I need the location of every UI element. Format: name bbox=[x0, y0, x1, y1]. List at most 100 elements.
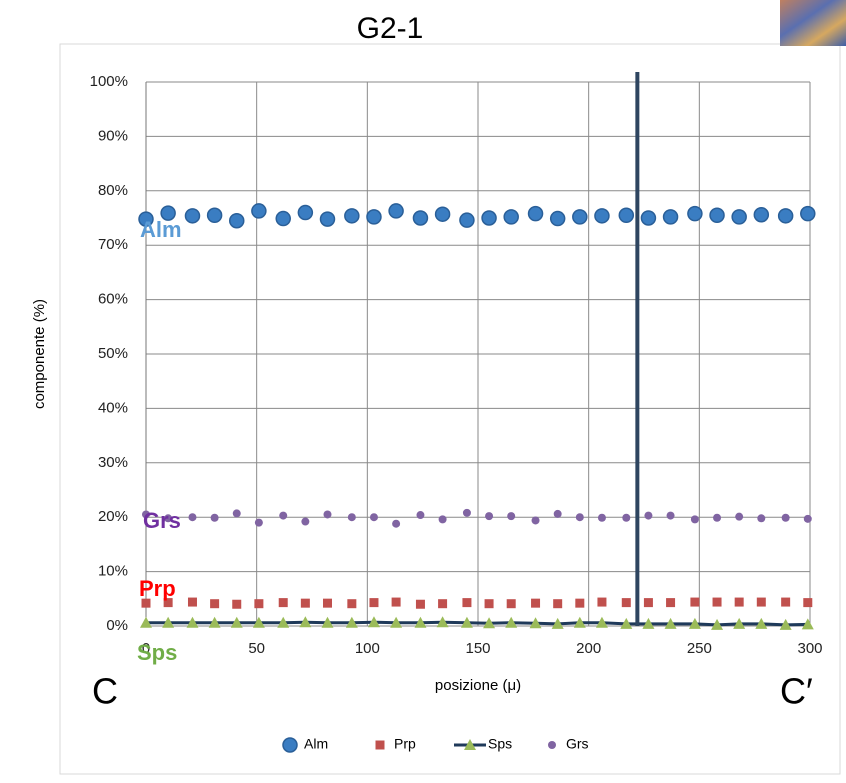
data-point bbox=[185, 209, 199, 223]
data-point bbox=[641, 211, 655, 225]
data-point bbox=[531, 599, 540, 608]
data-point bbox=[735, 598, 744, 607]
data-point bbox=[230, 214, 244, 228]
y-tick-label: 20% bbox=[98, 508, 128, 525]
data-point bbox=[529, 207, 543, 221]
data-point bbox=[347, 599, 356, 608]
data-point bbox=[575, 599, 584, 608]
data-point bbox=[804, 515, 812, 523]
plot bbox=[139, 204, 815, 630]
data-point bbox=[254, 599, 263, 608]
data-point bbox=[301, 518, 309, 526]
data-point bbox=[482, 211, 496, 225]
legend-marker bbox=[283, 738, 297, 752]
data-point bbox=[551, 212, 565, 226]
y-tick-label: 40% bbox=[98, 399, 128, 416]
data-point bbox=[208, 208, 222, 222]
data-point bbox=[532, 516, 540, 524]
y-tick-label: 0% bbox=[106, 617, 128, 634]
y-axis-label: componente (%) bbox=[31, 299, 48, 409]
x-tick-label: 250 bbox=[687, 640, 712, 657]
data-point bbox=[462, 598, 471, 607]
data-point bbox=[255, 519, 263, 527]
data-point bbox=[732, 210, 746, 224]
data-point bbox=[298, 206, 312, 220]
data-point bbox=[644, 598, 653, 607]
y-tick-label: 30% bbox=[98, 454, 128, 471]
data-point bbox=[345, 209, 359, 223]
data-point bbox=[370, 513, 378, 521]
data-point bbox=[553, 599, 562, 608]
data-point bbox=[323, 510, 331, 518]
data-point bbox=[463, 509, 471, 517]
x-axis-label: posizione (μ) bbox=[435, 677, 521, 694]
data-point bbox=[622, 598, 631, 607]
x-tick-label: 50 bbox=[248, 640, 265, 657]
legend-label: Grs bbox=[566, 736, 589, 752]
data-point bbox=[595, 209, 609, 223]
x-tick-label: 200 bbox=[576, 640, 601, 657]
data-point bbox=[782, 514, 790, 522]
x-tick-label: 300 bbox=[797, 640, 822, 657]
data-point bbox=[713, 598, 722, 607]
data-point bbox=[576, 513, 584, 521]
data-point bbox=[320, 212, 334, 226]
x-tick-label: 150 bbox=[465, 640, 490, 657]
data-point bbox=[757, 598, 766, 607]
legend-marker bbox=[376, 741, 385, 750]
data-point bbox=[644, 512, 652, 520]
series-annotation: Prp bbox=[139, 576, 176, 601]
data-point bbox=[598, 514, 606, 522]
data-point bbox=[348, 513, 356, 521]
data-point bbox=[439, 515, 447, 523]
y-tick-label: 90% bbox=[98, 127, 128, 144]
y-tick-label: 60% bbox=[98, 291, 128, 308]
legend-label: Prp bbox=[394, 736, 416, 752]
data-point bbox=[279, 512, 287, 520]
y-tick-label: 50% bbox=[98, 345, 128, 362]
data-point bbox=[485, 512, 493, 520]
data-point bbox=[507, 512, 515, 520]
data-point bbox=[554, 510, 562, 518]
data-point bbox=[413, 211, 427, 225]
data-point bbox=[801, 207, 815, 221]
legend-label: Sps bbox=[488, 736, 512, 752]
data-point bbox=[323, 599, 332, 608]
data-point bbox=[573, 210, 587, 224]
series-annotation: Alm bbox=[140, 217, 182, 242]
data-point bbox=[188, 598, 197, 607]
data-point bbox=[188, 513, 196, 521]
data-point bbox=[276, 212, 290, 226]
data-point bbox=[803, 598, 812, 607]
data-point bbox=[389, 204, 403, 218]
data-point bbox=[667, 512, 675, 520]
data-point bbox=[597, 598, 606, 607]
x-tick-label: 100 bbox=[355, 640, 380, 657]
data-point bbox=[279, 598, 288, 607]
section-label: C′ bbox=[780, 671, 813, 712]
chart-title: G2-1 bbox=[357, 12, 424, 45]
data-point bbox=[710, 208, 724, 222]
data-point bbox=[416, 600, 425, 609]
series-annotation: Grs bbox=[143, 508, 181, 533]
data-point bbox=[210, 599, 219, 608]
data-point bbox=[666, 598, 675, 607]
series-line bbox=[146, 622, 808, 625]
data-point bbox=[301, 599, 310, 608]
legend-marker bbox=[548, 741, 556, 749]
data-point bbox=[781, 598, 790, 607]
data-point bbox=[664, 210, 678, 224]
section-label: C bbox=[92, 671, 118, 712]
thumbnail-image bbox=[780, 0, 846, 46]
data-point bbox=[507, 599, 516, 608]
data-point bbox=[460, 213, 474, 227]
data-point bbox=[485, 599, 494, 608]
data-point bbox=[735, 513, 743, 521]
data-point bbox=[622, 514, 630, 522]
data-point bbox=[504, 210, 518, 224]
data-point bbox=[713, 514, 721, 522]
data-point bbox=[619, 208, 633, 222]
data-point bbox=[369, 598, 378, 607]
legend-label: Alm bbox=[304, 736, 328, 752]
data-point bbox=[754, 208, 768, 222]
